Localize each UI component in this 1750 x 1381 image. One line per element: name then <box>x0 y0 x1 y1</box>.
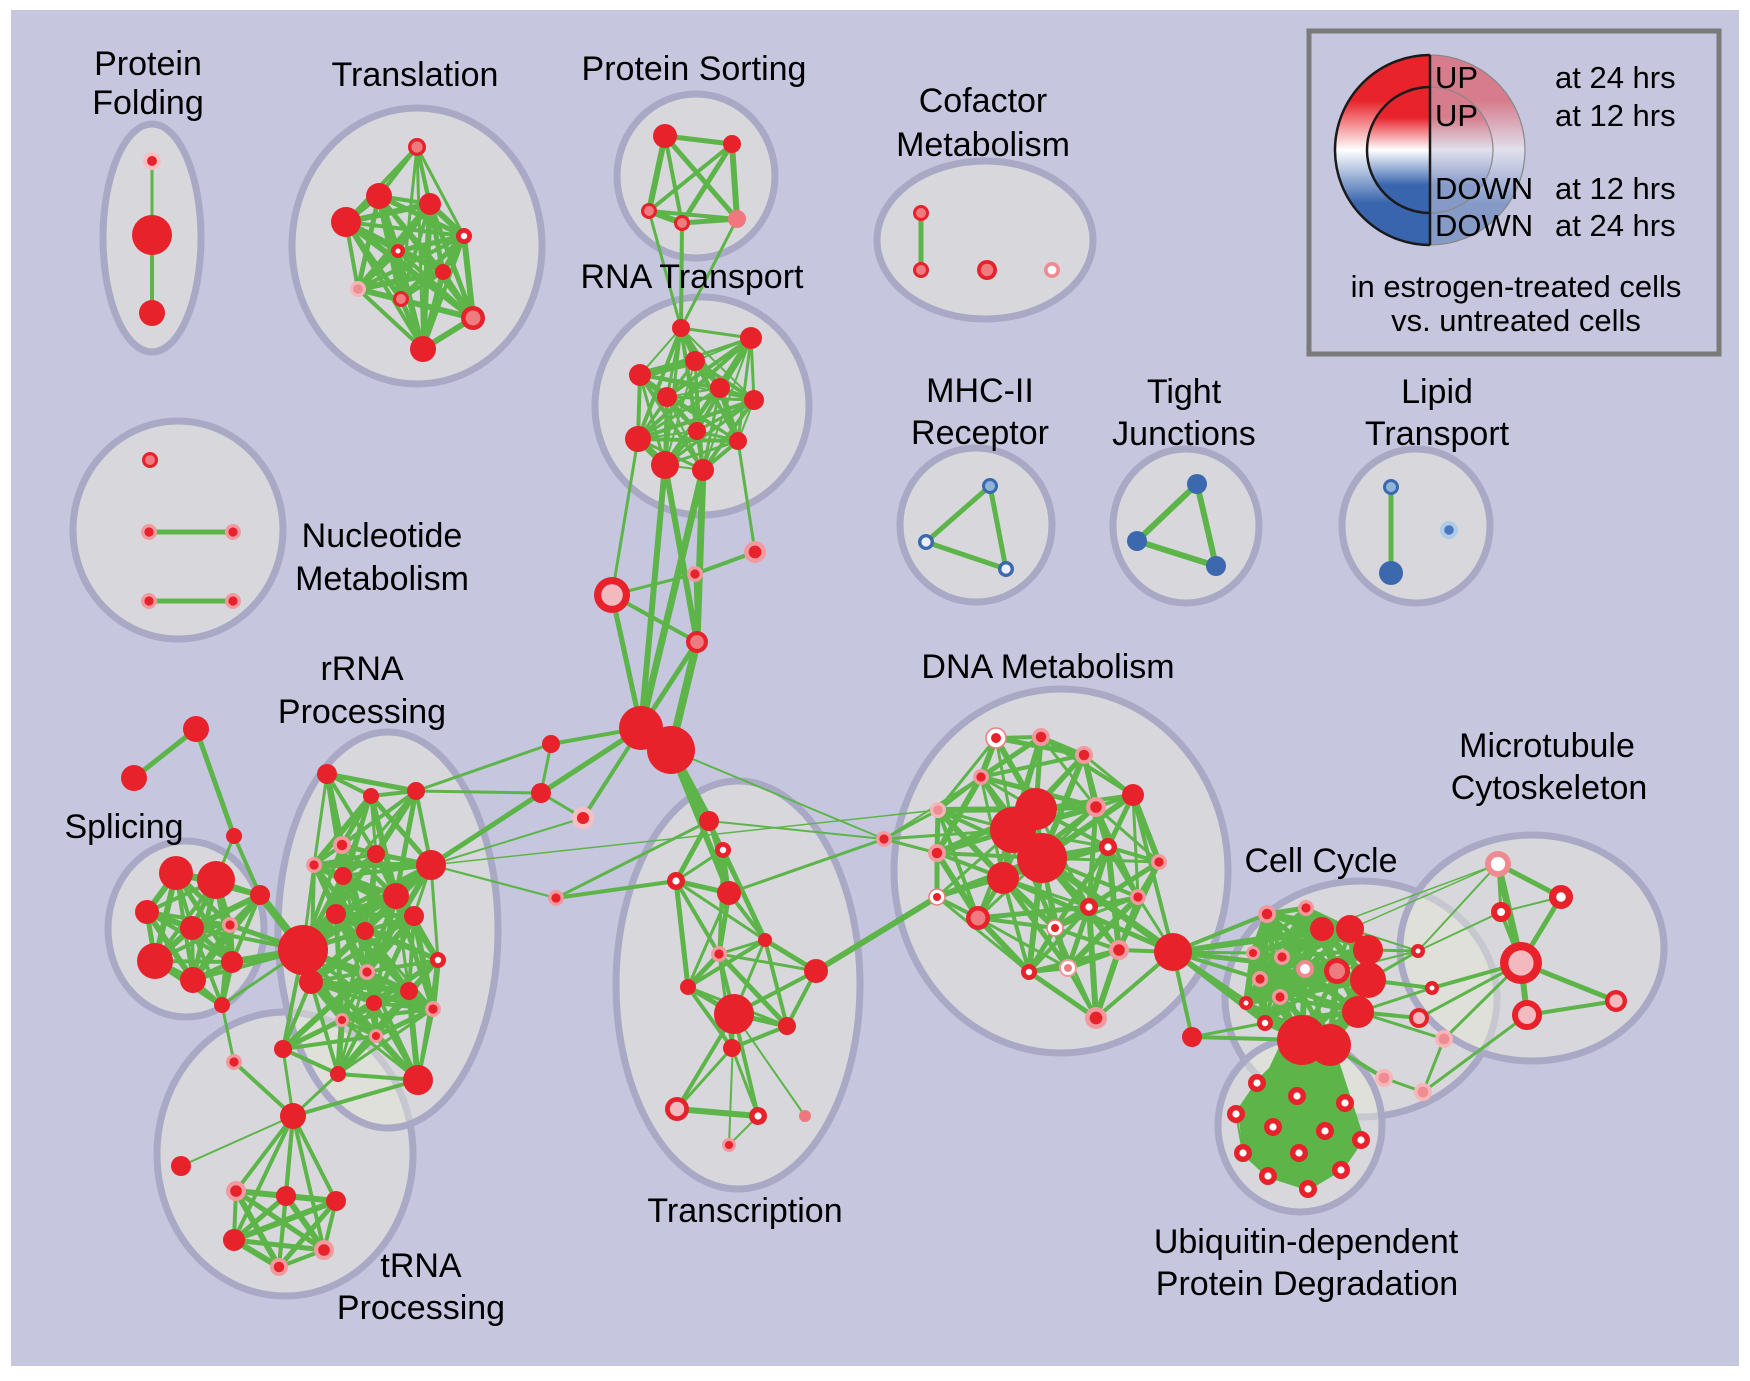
svg-text:Metabolism: Metabolism <box>896 126 1070 164</box>
svg-text:Translation: Translation <box>332 56 499 94</box>
svg-text:at 24 hrs: at 24 hrs <box>1555 208 1676 243</box>
svg-text:RNA Transport: RNA Transport <box>581 258 805 296</box>
svg-text:Nucleotide: Nucleotide <box>302 517 463 555</box>
svg-text:Tight: Tight <box>1147 373 1222 411</box>
svg-text:Protein Degradation: Protein Degradation <box>1156 1265 1458 1303</box>
svg-text:Microtubule: Microtubule <box>1459 727 1635 765</box>
svg-text:Junctions: Junctions <box>1112 415 1256 453</box>
svg-text:Processing: Processing <box>278 693 446 731</box>
svg-text:at 12 hrs: at 12 hrs <box>1555 98 1676 133</box>
svg-text:DOWN: DOWN <box>1435 171 1533 206</box>
svg-text:Cell Cycle: Cell Cycle <box>1244 842 1397 880</box>
svg-text:Metabolism: Metabolism <box>295 560 469 598</box>
svg-text:vs. untreated cells: vs. untreated cells <box>1391 303 1641 338</box>
svg-text:Lipid: Lipid <box>1401 373 1473 411</box>
svg-text:rRNA: rRNA <box>320 650 403 688</box>
svg-text:UP: UP <box>1435 60 1478 95</box>
svg-text:DOWN: DOWN <box>1435 208 1533 243</box>
svg-text:Cofactor: Cofactor <box>919 82 1048 120</box>
svg-text:MHC-II: MHC-II <box>926 372 1034 410</box>
svg-text:Receptor: Receptor <box>911 414 1049 452</box>
svg-text:at 12 hrs: at 12 hrs <box>1555 171 1676 206</box>
svg-text:DNA Metabolism: DNA Metabolism <box>921 648 1174 686</box>
svg-text:Processing: Processing <box>337 1289 505 1327</box>
svg-text:Protein: Protein <box>94 45 202 83</box>
svg-text:Transport: Transport <box>1365 415 1510 453</box>
svg-text:Splicing: Splicing <box>64 808 183 846</box>
svg-text:Ubiquitin-dependent: Ubiquitin-dependent <box>1154 1223 1459 1261</box>
svg-text:tRNA: tRNA <box>380 1247 462 1285</box>
svg-text:at 24 hrs: at 24 hrs <box>1555 60 1676 95</box>
svg-text:Transcription: Transcription <box>647 1192 842 1230</box>
svg-text:UP: UP <box>1435 98 1478 133</box>
svg-text:Cytoskeleton: Cytoskeleton <box>1451 769 1648 807</box>
svg-text:Protein Sorting: Protein Sorting <box>582 50 807 88</box>
svg-text:Folding: Folding <box>92 84 204 122</box>
svg-text:in estrogen-treated cells: in estrogen-treated cells <box>1351 269 1682 304</box>
